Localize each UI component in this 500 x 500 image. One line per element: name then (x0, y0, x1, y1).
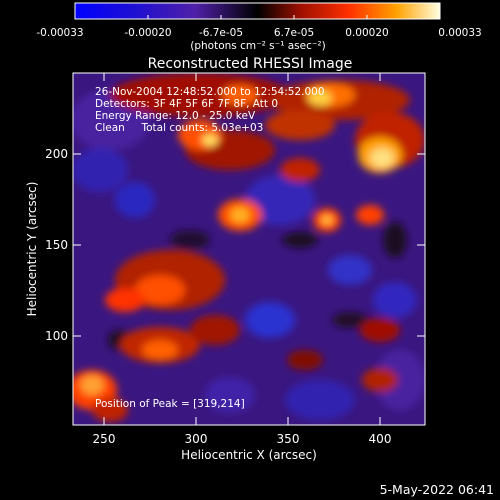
heatmap-image (73, 73, 425, 425)
energy-range-text: Energy Range: 12.0 - 25.0 keV (95, 110, 256, 122)
plot-frame (72, 72, 426, 426)
footer-date: 5-May-2022 06:41 (380, 482, 494, 497)
plot-title: Reconstructed RHESSI Image (148, 56, 353, 72)
time-range-text: 26-Nov-2004 12:48:52.000 to 12:54:52.000 (95, 86, 325, 98)
colorbar-tick-label: 6.7e-05 (274, 27, 314, 39)
y-tick-label: 200 (45, 147, 68, 161)
peak-position-text: Position of Peak = [319,214] (95, 398, 245, 410)
colorbar-tick-label: -0.00020 (124, 27, 171, 39)
colorbar-tick-label: 0.00020 (345, 27, 388, 39)
axis-ticks (73, 73, 425, 425)
y-tick-label: 100 (45, 329, 68, 343)
x-tick-label: 350 (277, 432, 300, 446)
clean-counts-text: Clean Total counts: 5.03e+03 (95, 122, 263, 134)
colorbar-tick-label: 0.00033 (438, 27, 481, 39)
colorbar-tick-label: -0.00033 (36, 27, 83, 39)
y-tick-label: 150 (45, 238, 68, 252)
colorbar (74, 2, 441, 20)
y-axis-title: Heliocentric Y (arcsec) (25, 182, 39, 317)
x-tick-label: 400 (369, 432, 392, 446)
colorbar-tick-label: -6.7e-05 (199, 27, 243, 39)
x-tick-label: 250 (93, 432, 116, 446)
x-axis-title: Heliocentric X (arcsec) (181, 448, 317, 462)
colorbar-ticks (74, 15, 441, 19)
x-tick-label: 300 (185, 432, 208, 446)
detectors-text: Detectors: 3F 4F 5F 6F 7F 8F, Att 0 (95, 98, 278, 110)
colorbar-unit-label: (photons cm⁻² s⁻¹ asec⁻²) (190, 40, 325, 52)
